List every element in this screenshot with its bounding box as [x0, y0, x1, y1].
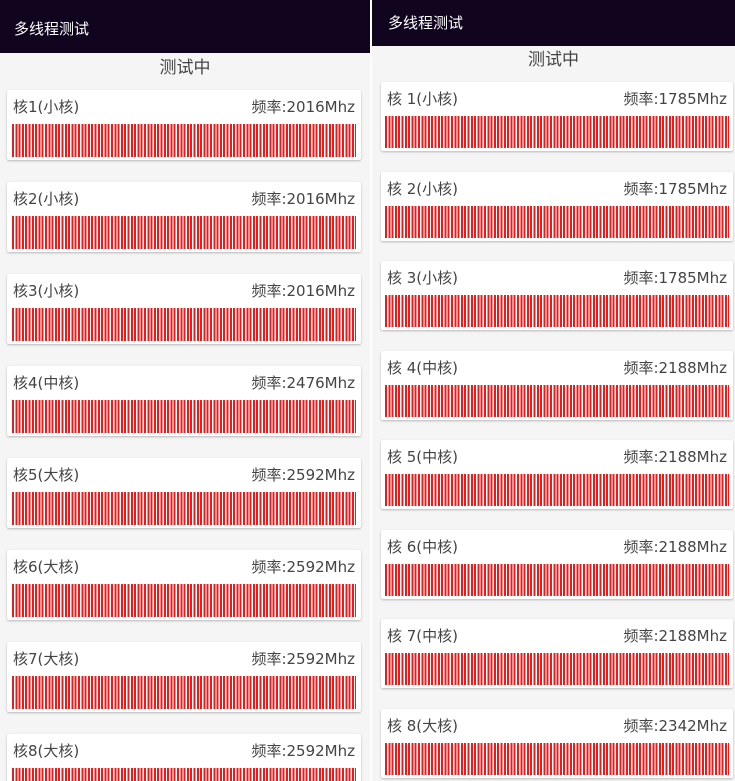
core-name: 核 1(小核) — [387, 90, 459, 108]
core-load-bar — [12, 400, 356, 433]
core-name: 核 4(中核) — [387, 358, 459, 377]
app-title: 多线程测试 — [14, 20, 90, 38]
core-load-bar — [385, 563, 729, 596]
core-frequency: 频率:2016Mhz — [251, 98, 355, 116]
core-header: 核8(大核) 频率:2592Mhz — [7, 734, 361, 761]
core-frequency: 频率:2188Mhz — [623, 537, 727, 556]
core-load-bar — [12, 584, 356, 617]
core-frequency: 频率:2016Mhz — [251, 190, 355, 208]
core-card: 核2(小核) 频率:2016Mhz — [7, 182, 361, 252]
core-header: 核 7(中核) 频率:2188Mhz — [381, 619, 733, 646]
core-header: 核 8(大核) 频率:2342Mhz — [381, 709, 733, 736]
core-name: 核8(大核) — [13, 742, 80, 760]
core-header: 核 5(中核) 频率:2188Mhz — [381, 440, 733, 467]
core-header: 核2(小核) 频率:2016Mhz — [7, 182, 361, 209]
core-card: 核 8(大核) 频率:2342Mhz — [381, 708, 733, 778]
core-load-bar — [385, 205, 729, 238]
core-name: 核3(小核) — [13, 282, 80, 300]
core-header: 核4(中核) 频率:2476Mhz — [7, 366, 361, 393]
core-name: 核 8(大核) — [387, 716, 459, 735]
core-load-bar — [12, 124, 356, 157]
core-frequency: 频率:2016Mhz — [251, 282, 355, 300]
core-name: 核7(大核) — [13, 650, 80, 668]
core-name: 核2(小核) — [13, 190, 80, 208]
core-card: 核7(大核) 频率:2592Mhz — [7, 642, 361, 712]
core-header: 核 3(小核) 频率:1785Mhz — [381, 261, 733, 288]
app-bar: 多线程测试 — [372, 0, 735, 46]
core-name: 核1(小核) — [13, 98, 80, 116]
core-card: 核 2(小核) 频率:1785Mhz — [381, 171, 733, 241]
app-title: 多线程测试 — [388, 13, 464, 32]
core-frequency: 频率:2476Mhz — [251, 374, 355, 392]
core-header: 核5(大核) 频率:2592Mhz — [7, 458, 361, 485]
core-load-bar — [385, 474, 729, 506]
core-frequency: 频率:2592Mhz — [251, 558, 355, 576]
core-load-bar — [12, 492, 356, 525]
core-name: 核 7(中核) — [387, 627, 459, 645]
core-frequency: 频率:2188Mhz — [623, 448, 727, 466]
core-frequency: 频率:1785Mhz — [623, 269, 727, 287]
core-frequency: 频率:2592Mhz — [251, 466, 355, 484]
core-name: 核 5(中核) — [387, 448, 459, 466]
right-screen: 多线程测试 测试中 ◖▏▕▕ 黑盒 核 1(小核) 频率:1785Mhz 核 2… — [372, 0, 735, 781]
core-frequency: 频率:2188Mhz — [623, 627, 727, 645]
core-name: 核5(大核) — [13, 466, 80, 484]
core-card: 核1(小核) 频率:2016Mhz — [7, 90, 361, 160]
core-load-bar — [12, 768, 356, 781]
core-frequency: 频率:1785Mhz — [623, 179, 727, 198]
core-header: 核 6(中核) 频率:2188Mhz — [381, 530, 733, 557]
core-card: 核4(中核) 频率:2476Mhz — [7, 366, 361, 436]
core-load-bar — [385, 742, 729, 775]
core-card: 核3(小核) 频率:2016Mhz — [7, 274, 361, 344]
core-name: 核6(大核) — [13, 558, 80, 576]
core-load-bar — [12, 308, 356, 341]
core-card: 核 3(小核) 频率:1785Mhz — [381, 261, 733, 330]
test-status: 测试中 — [159, 58, 211, 78]
test-status: 测试中 — [528, 50, 579, 70]
core-frequency: 频率:2188Mhz — [623, 358, 727, 377]
core-card: 核 6(中核) 频率:2188Mhz — [381, 529, 733, 599]
core-header: 核 1(小核) 频率:1785Mhz — [381, 82, 733, 109]
core-load-bar — [12, 676, 356, 709]
core-card: 核 4(中核) 频率:2188Mhz — [381, 350, 733, 420]
core-load-bar — [385, 653, 729, 685]
app-bar: 多线程测试 — [0, 0, 370, 53]
core-name: 核 3(小核) — [387, 269, 459, 287]
core-header: 核7(大核) 频率:2592Mhz — [7, 642, 361, 669]
core-header: 核6(大核) 频率:2592Mhz — [7, 550, 361, 577]
left-screen: 多线程测试 测试中 核1(小核) 频率:2016Mhz 核2(小核) 频率:20… — [0, 0, 370, 781]
core-frequency: 频率:2592Mhz — [251, 650, 355, 668]
core-frequency: 频率:1785Mhz — [623, 90, 727, 108]
core-frequency: 频率:2592Mhz — [251, 742, 355, 760]
core-card: 核 5(中核) 频率:2188Mhz — [381, 440, 733, 509]
core-card: 核6(大核) 频率:2592Mhz — [7, 550, 361, 620]
core-card: 核5(大核) 频率:2592Mhz — [7, 458, 361, 528]
core-load-bar — [385, 295, 729, 327]
core-header: 核 2(小核) 频率:1785Mhz — [381, 172, 733, 199]
core-header: 核3(小核) 频率:2016Mhz — [7, 274, 361, 301]
core-name: 核 2(小核) — [387, 179, 459, 198]
core-card: 核 7(中核) 频率:2188Mhz — [381, 619, 733, 688]
core-load-bar — [385, 384, 729, 417]
core-frequency: 频率:2342Mhz — [623, 716, 727, 735]
core-name: 核4(中核) — [13, 374, 80, 392]
core-load-bar — [385, 116, 729, 148]
core-name: 核 6(中核) — [387, 537, 459, 556]
core-card: 核8(大核) 频率:2592Mhz — [7, 734, 361, 781]
core-card: 核 1(小核) 频率:1785Mhz — [381, 82, 733, 151]
core-header: 核 4(中核) 频率:2188Mhz — [381, 351, 733, 378]
core-header: 核1(小核) 频率:2016Mhz — [7, 90, 361, 117]
core-load-bar — [12, 216, 356, 249]
